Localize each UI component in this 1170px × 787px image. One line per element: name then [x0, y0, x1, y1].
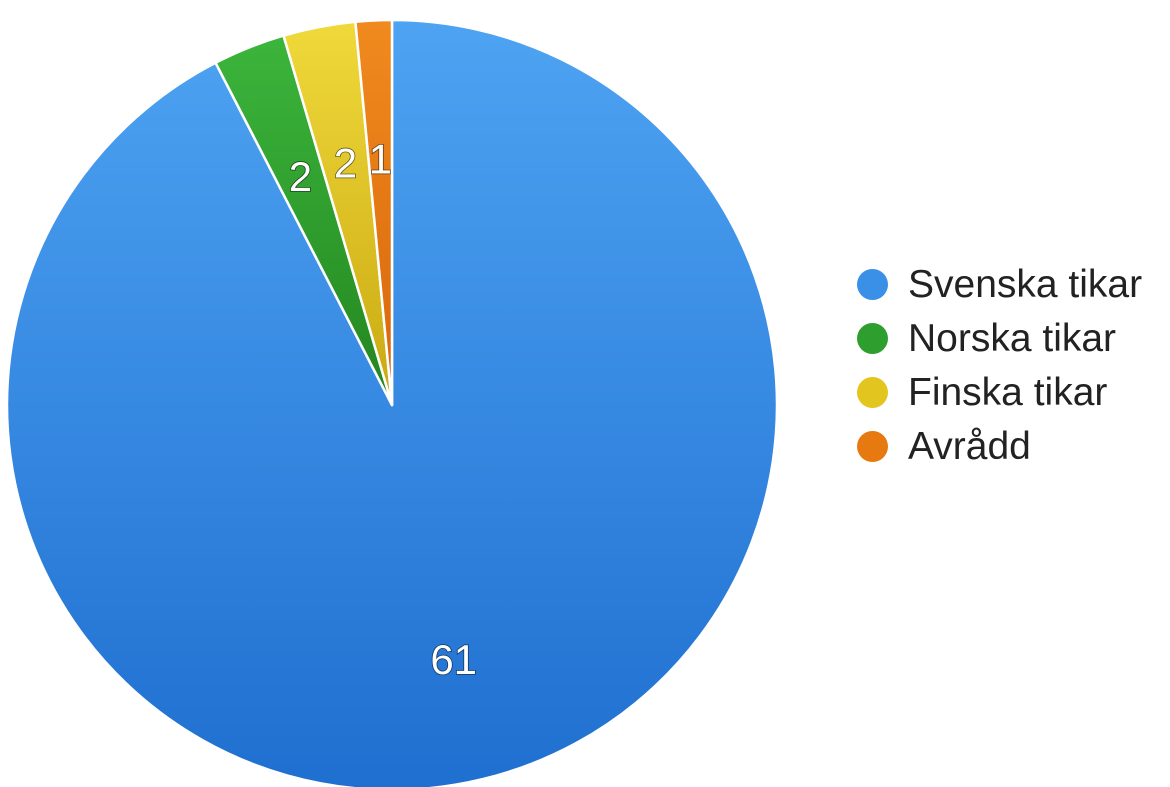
data-label-norska-tikar: 2: [289, 153, 312, 200]
data-label-svenska-tikar: 61: [430, 636, 477, 683]
data-label-finska-tikar: 2: [334, 140, 357, 187]
legend-item-svenska-tikar: Svenska tikar: [857, 257, 1142, 311]
legend-label-svenska-tikar: Svenska tikar: [908, 262, 1143, 306]
legend-label-norska-tikar: Norska tikar: [908, 316, 1117, 360]
slice-avradd: [354, 18, 394, 407]
legend-item-finska-tikar: Finska tikar: [857, 365, 1142, 419]
legend-swatch-finska-tikar: [857, 376, 888, 408]
legend-label-finska-tikar: Finska tikar: [908, 370, 1108, 414]
legend-swatch-svenska-tikar: [857, 268, 888, 300]
legend-label-avradd: Avrådd: [908, 424, 1031, 468]
legend-swatch-avradd: [857, 430, 888, 462]
legend-swatch-norska-tikar: [857, 322, 888, 354]
legend-item-avradd: Avrådd: [857, 419, 1142, 473]
chart-legend: Svenska tikar Norska tikar Finska tikar …: [857, 257, 1142, 473]
legend-item-norska-tikar: Norska tikar: [857, 311, 1142, 365]
data-label-avradd: 1: [369, 135, 392, 182]
